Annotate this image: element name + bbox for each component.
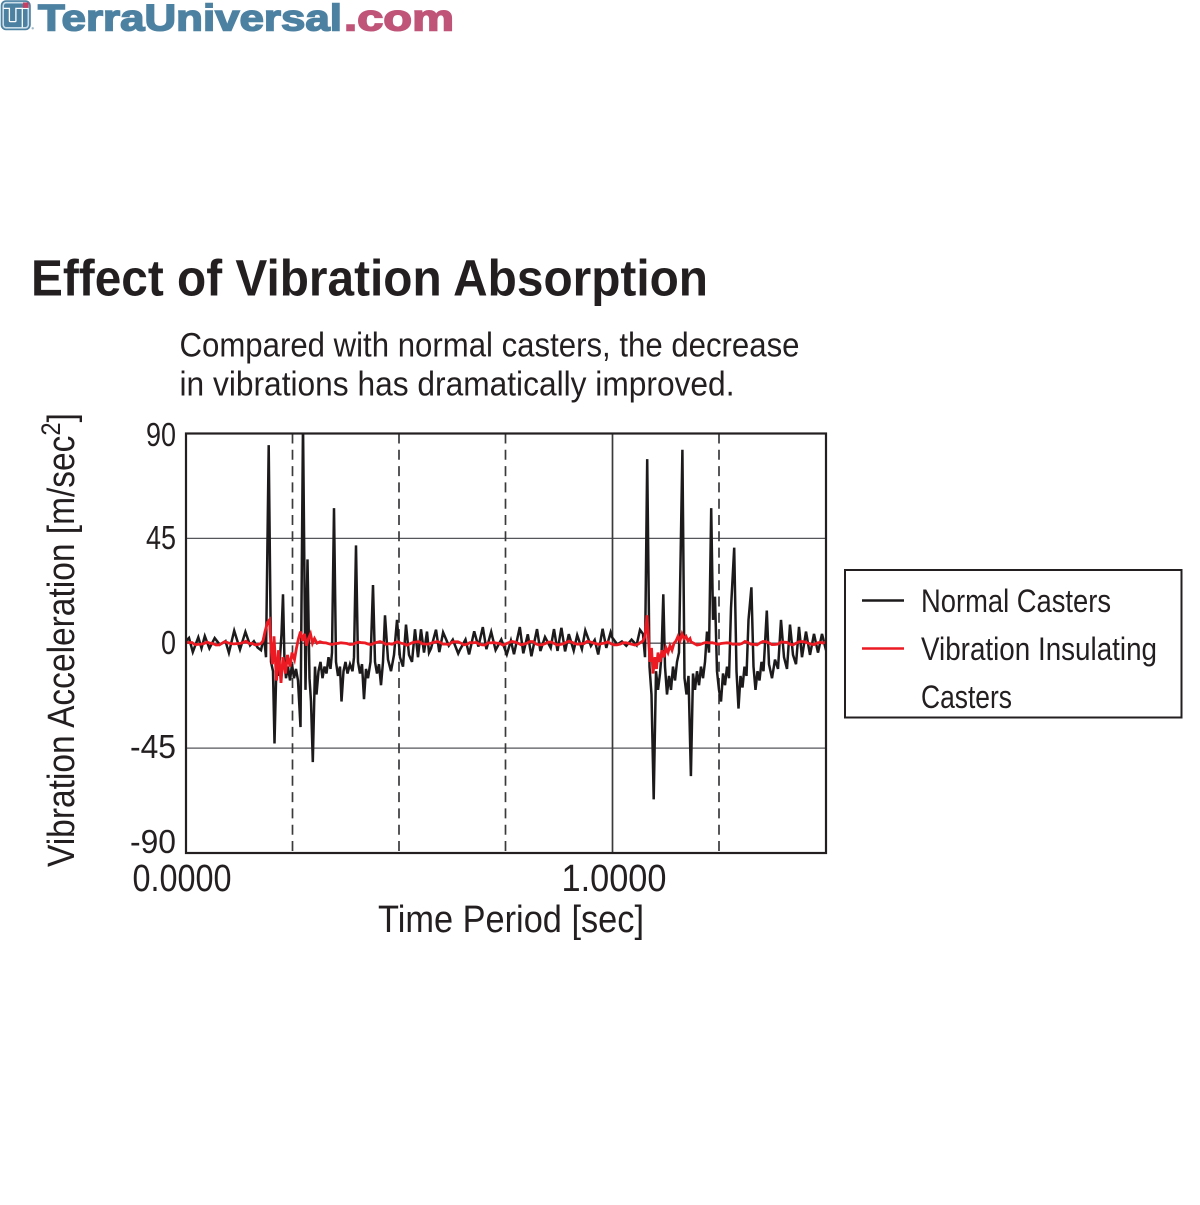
svg-text:0.0000: 0.0000 bbox=[133, 858, 232, 900]
svg-text:Effect of Vibration Absorption: Effect of Vibration Absorption bbox=[31, 250, 708, 307]
svg-text:Casters: Casters bbox=[921, 679, 1012, 715]
svg-text:Time Period [sec]: Time Period [sec] bbox=[378, 899, 644, 941]
svg-text:90: 90 bbox=[146, 416, 176, 453]
svg-text:-90: -90 bbox=[130, 823, 176, 860]
svg-text:Vibration Insulating: Vibration Insulating bbox=[921, 631, 1157, 667]
svg-text:in vibrations has dramatically: in vibrations has dramatically improved. bbox=[180, 366, 735, 404]
svg-text:Vibration Acceleration [m/sec2: Vibration Acceleration [m/sec2] bbox=[36, 413, 83, 867]
svg-text:TerraUniversal: TerraUniversal bbox=[38, 0, 342, 39]
svg-text:-45: -45 bbox=[130, 728, 176, 765]
svg-text:45: 45 bbox=[146, 519, 176, 556]
svg-text:.com: .com bbox=[344, 0, 454, 39]
svg-text:Normal Casters: Normal Casters bbox=[921, 583, 1111, 619]
svg-text:0: 0 bbox=[161, 624, 176, 661]
svg-text:Compared with normal casters,: Compared with normal casters, the decrea… bbox=[180, 327, 800, 365]
svg-text:1.0000: 1.0000 bbox=[562, 858, 667, 900]
